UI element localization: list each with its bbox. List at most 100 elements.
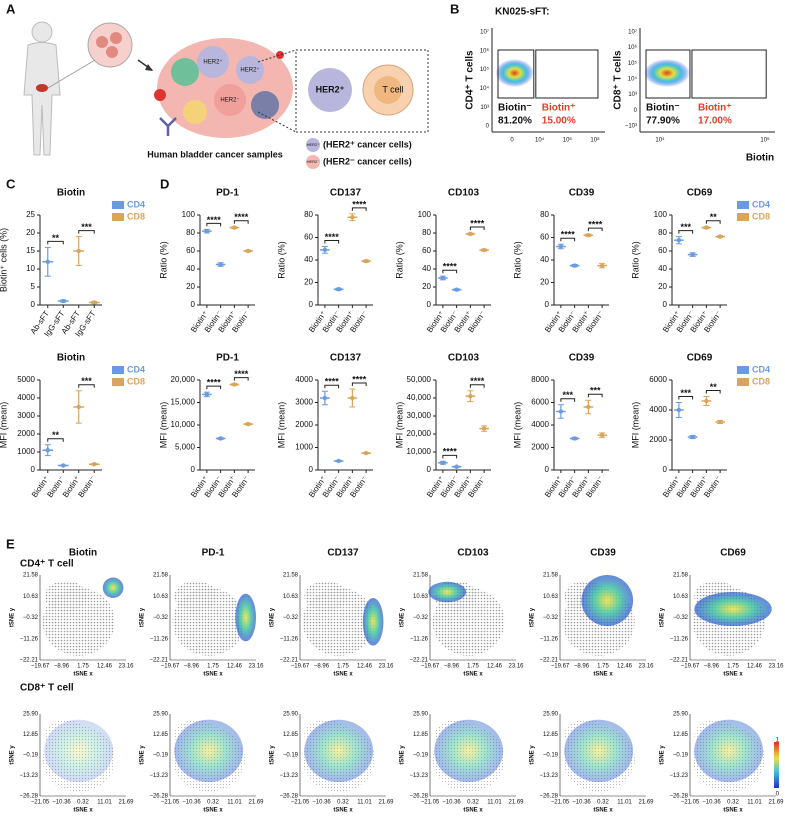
y-tick-label: −0.19 (413, 753, 429, 759)
legend-label: CD4 (127, 199, 145, 209)
y-tick-label: −11.26 (20, 636, 39, 642)
x-tick-label: 12.46 (227, 664, 243, 670)
marker-title: Biotin (69, 548, 97, 559)
significance: **** (561, 230, 576, 240)
significance: **** (352, 374, 367, 384)
marker-title: CD39 (590, 548, 616, 559)
y-tick-label: 15 (26, 246, 35, 255)
y-tick-label: 10⁴ (628, 76, 638, 83)
mean-dot (704, 225, 709, 230)
y-tick-label: 5,000 (175, 443, 196, 452)
bracket (324, 384, 340, 389)
legend-label: CD4 (752, 199, 770, 209)
cell-cloud (304, 580, 348, 612)
bracket (469, 226, 485, 230)
y-tick-label: −11.26 (150, 636, 169, 642)
legend-swatch (737, 201, 749, 209)
bracket (705, 220, 721, 224)
legend-label: CD8 (127, 211, 145, 221)
chart-title: CD69 (687, 188, 713, 199)
y-tick-label: −11.26 (670, 636, 689, 642)
mean-dot (440, 275, 446, 281)
y-tick-label: 10 (26, 264, 35, 273)
x-tick-label: 11.01 (97, 800, 112, 806)
panel-label: A (6, 1, 16, 16)
y-tick-label: 0 (309, 300, 314, 309)
gate-name: Biotin⁻ (646, 103, 680, 114)
flow-title: KN025-sFT: (495, 7, 549, 18)
chart-title: Biotin (57, 353, 85, 364)
cell-label: HER2⁻ (220, 98, 239, 104)
x-tick-label: −21.05 (421, 800, 440, 806)
x-tick-label: −8.96 (444, 664, 460, 670)
y-tick-label: 25.90 (543, 712, 559, 718)
mean-dot (599, 432, 605, 438)
mean-dot (204, 392, 210, 397)
y-tick-label: −26.28 (279, 794, 298, 800)
y-tick-label: 10⁷ (480, 29, 489, 36)
x-tick-label: 1.75 (337, 664, 349, 670)
y-axis-label: tSNE y (270, 607, 276, 627)
x-tick-label: 23.16 (248, 664, 264, 670)
y-axis-label: Ratio (%) (512, 241, 522, 279)
y-axis-label: tSNE y (400, 745, 406, 765)
y-tick-label: −0.32 (23, 615, 39, 621)
bracket (351, 207, 367, 211)
x-tick-label: 23.16 (508, 664, 524, 670)
y-tick-label: 0 (31, 465, 36, 474)
mean-dot (481, 247, 487, 253)
row-label: CD8⁺ T cell (20, 683, 74, 694)
significance: **** (470, 218, 485, 228)
x-tick-label: −19.67 (681, 664, 700, 670)
expression-region (434, 719, 504, 783)
y-tick-label: 6000 (531, 398, 549, 407)
mean-dot (76, 248, 81, 254)
panel-label: E (6, 536, 15, 551)
chart-title: CD39 (569, 188, 595, 199)
y-tick-label: −0.32 (543, 615, 559, 621)
expression-region (428, 581, 467, 603)
legend-label: CD8 (752, 211, 770, 221)
y-tick-label: −13.23 (669, 773, 688, 779)
mean-dot (76, 404, 81, 410)
y-tick-label: 12.85 (543, 732, 559, 738)
mean-dot (558, 244, 564, 249)
y-tick-label: 100 (182, 210, 196, 219)
colorbar (774, 742, 779, 788)
y-tick-label: −13.23 (279, 773, 298, 779)
illustration: HER2⁺ HER2⁺ HER2⁻ HER2⁺ T cell HER2⁺ HER… (23, 21, 429, 169)
mean-dot (440, 460, 446, 465)
bracket (442, 269, 458, 274)
y-tick-label: 15,000 (171, 398, 196, 407)
y-axis-label: Ratio (%) (630, 241, 640, 279)
y-tick-label: 20 (540, 278, 549, 287)
y-tick-label: 0 (663, 300, 668, 309)
chart-title: PD-1 (216, 188, 239, 199)
x-tick-label: −10.36 (442, 800, 461, 806)
bracket (206, 385, 222, 390)
y-tick-label: 100 (418, 210, 432, 219)
y-tick-label: −11.26 (280, 636, 299, 642)
density (644, 59, 690, 87)
y-tick-label: 2000 (531, 443, 549, 452)
mean-dot (363, 258, 369, 264)
x-tick-label: −19.67 (31, 664, 50, 670)
y-tick-label: −22.21 (279, 658, 298, 664)
significance: ** (52, 430, 60, 440)
significance: **** (207, 378, 222, 388)
gate-name: Biotin⁻ (498, 103, 532, 114)
y-tick-label: −13.23 (19, 773, 38, 779)
x-axis-label: tSNE x (463, 808, 483, 814)
y-tick-label: 40 (540, 255, 549, 264)
y-tick-label: 100 (654, 210, 668, 219)
mean-dot (717, 419, 723, 425)
x-tick-label: −10.36 (572, 800, 591, 806)
mean-dot (717, 234, 723, 239)
y-axis-label: tSNE y (660, 745, 666, 765)
x-tick-label: −19.67 (551, 664, 570, 670)
y-tick-label: 5 (31, 282, 36, 291)
x-axis-label: tSNE x (463, 672, 483, 678)
legend-swatch (737, 366, 749, 374)
x-tick-label: −21.05 (551, 800, 570, 806)
bracket (78, 384, 95, 388)
